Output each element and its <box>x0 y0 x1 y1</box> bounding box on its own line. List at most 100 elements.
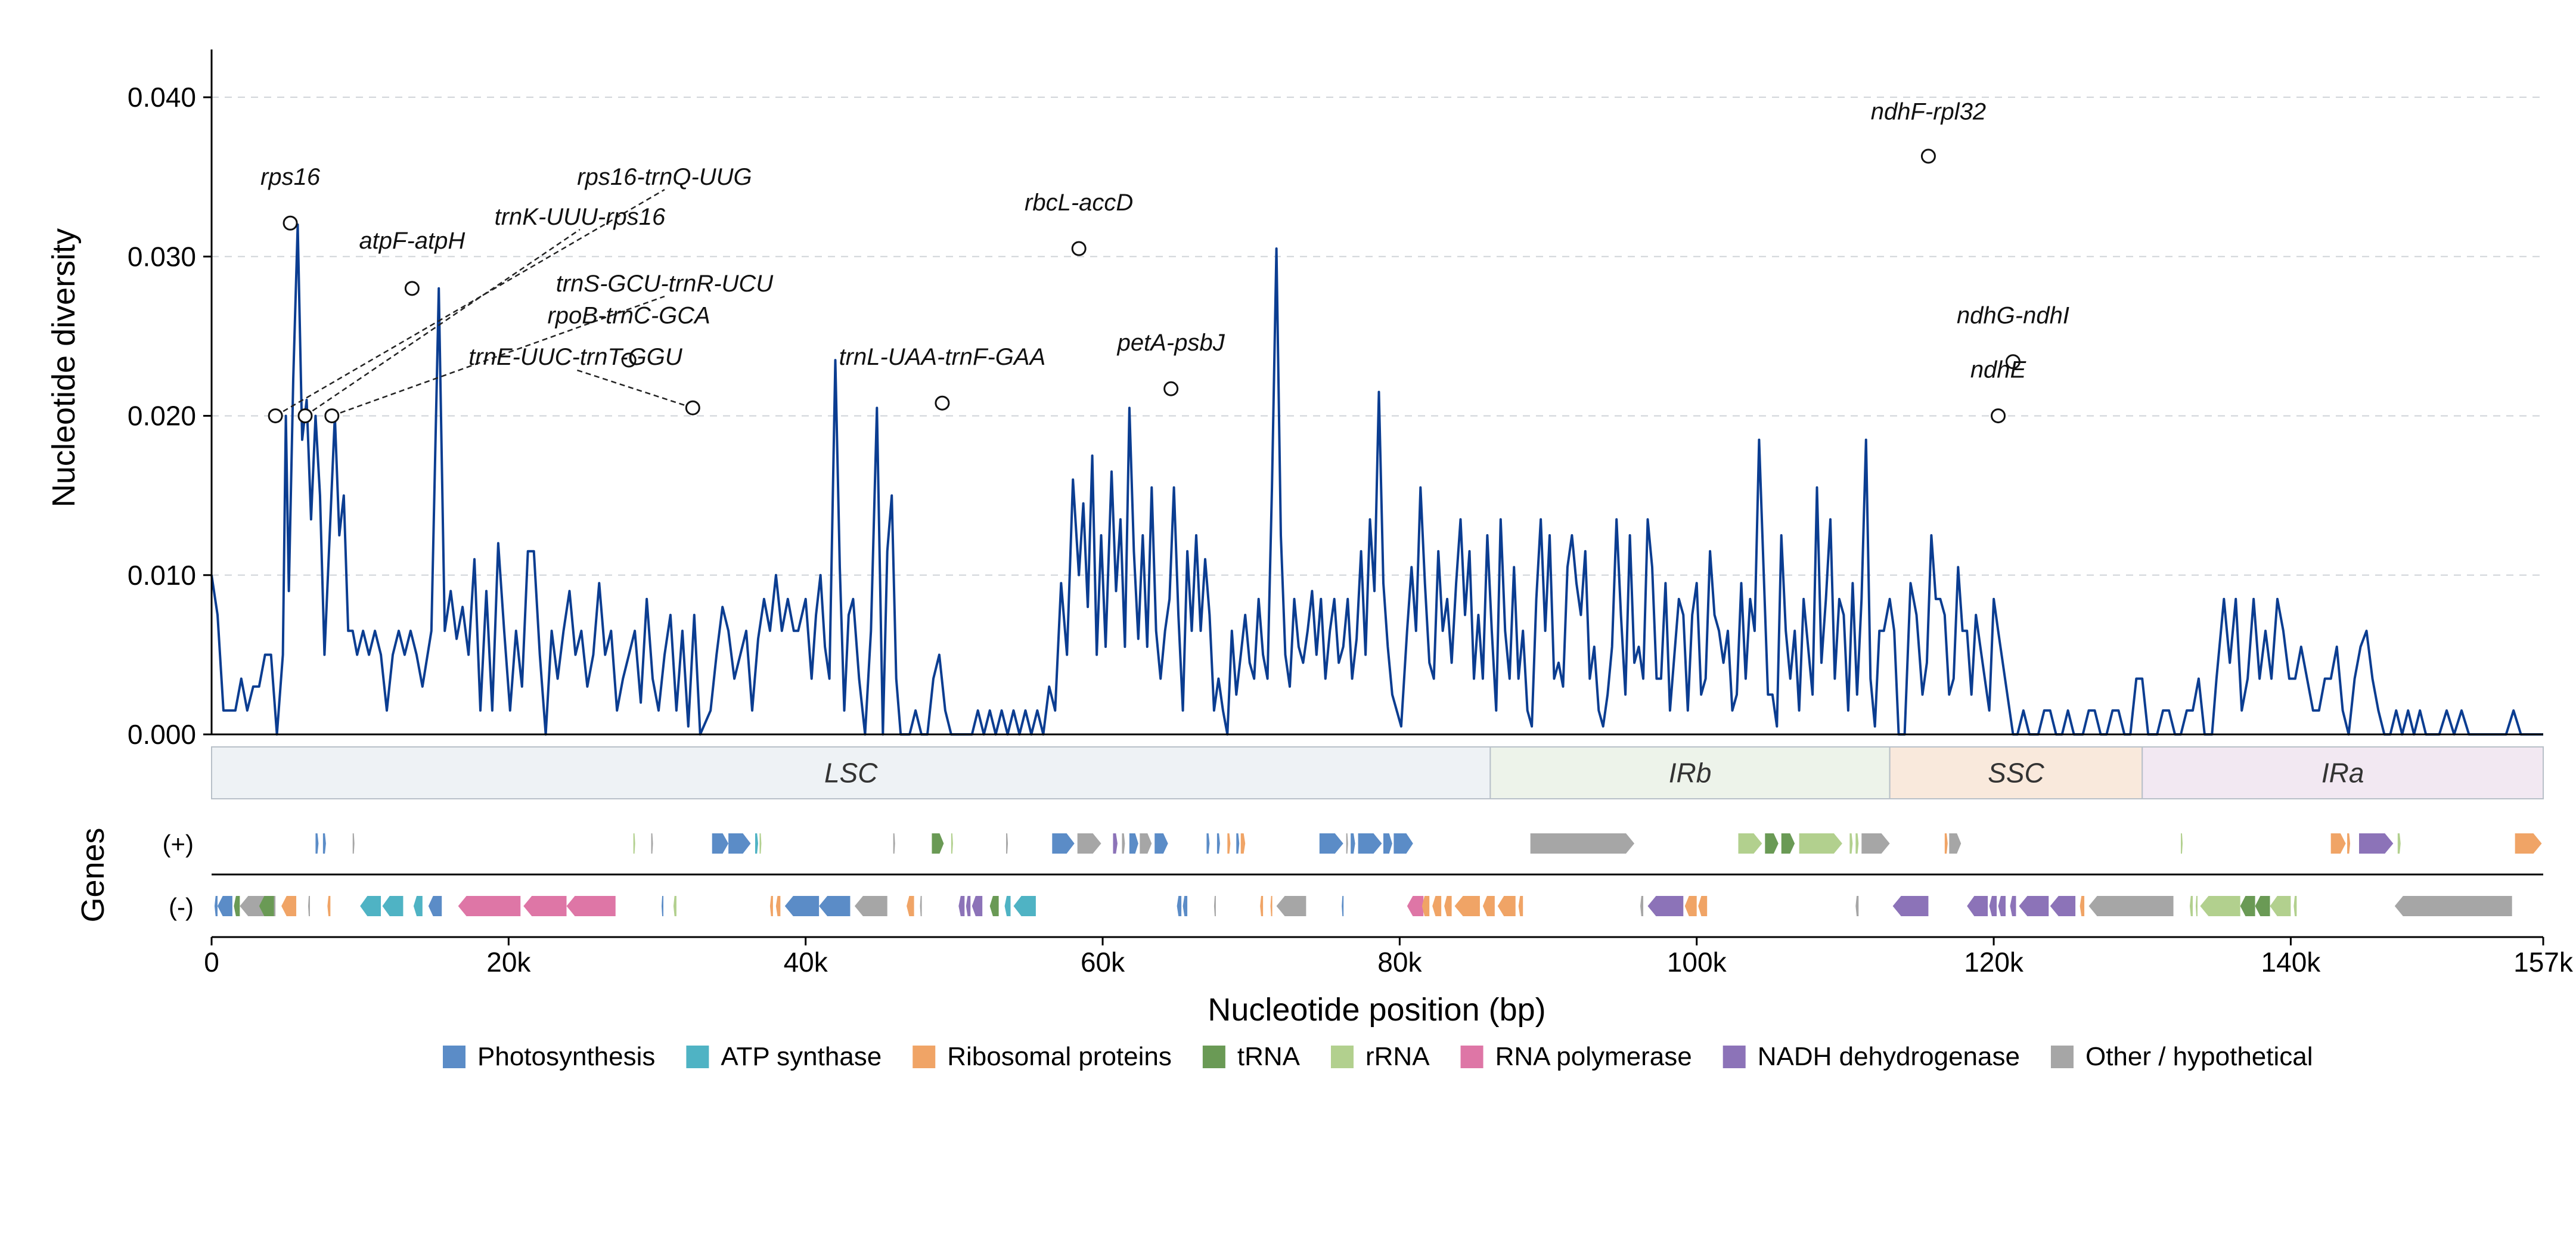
legend-swatch-5 <box>1460 1046 1483 1068</box>
plus-gene-5 <box>712 833 729 854</box>
region-box-IRb <box>1489 746 1891 799</box>
legend-swatch-2 <box>913 1046 936 1068</box>
minus-gene-4 <box>259 896 274 916</box>
region-label-LSC: LSC <box>824 758 878 789</box>
minus-gene-44 <box>1518 896 1523 916</box>
minus-gene-22 <box>907 896 914 916</box>
legend-label-1: ATP synthase <box>721 1042 882 1071</box>
minus-gene-29 <box>1013 896 1036 916</box>
minus-gene-17 <box>769 896 773 916</box>
minus-strand-label: (-) <box>169 893 194 921</box>
genome-region-band: LSC IRb SSC IRa <box>211 746 2544 799</box>
legend-label-2: Ribosomal proteins <box>947 1042 1172 1071</box>
plus-gene-45 <box>2397 833 2401 854</box>
plus-gene-30 <box>1393 833 1413 854</box>
plus-gene-3 <box>633 833 635 854</box>
plus-gene-37 <box>1855 833 1859 854</box>
minus-gene-58 <box>2088 896 2174 916</box>
peak-label-7: trnL-UAA-trnF-GAA <box>839 344 1046 370</box>
peak-marker-11 <box>2005 354 2021 370</box>
minus-gene-25 <box>966 896 971 916</box>
plus-gene-22 <box>1227 833 1231 854</box>
region-label-IRa: IRa <box>2321 758 2364 789</box>
minus-gene-51 <box>1967 896 1988 916</box>
minus-gene-41 <box>1454 896 1480 916</box>
minus-gene-64 <box>2270 896 2291 916</box>
minus-gene-11 <box>428 896 442 916</box>
plus-gene-44 <box>2359 833 2394 854</box>
minus-gene-60 <box>2195 896 2198 916</box>
peak-marker-3 <box>404 281 420 296</box>
peak-label-0: rps16 <box>260 164 321 190</box>
x-tick-label-2: 40k <box>784 947 828 978</box>
minus-gene-53 <box>1998 896 2006 916</box>
minus-gene-18 <box>775 896 781 916</box>
plus-gene-23 <box>1236 833 1240 854</box>
legend-swatch-4 <box>1331 1046 1354 1068</box>
minus-gene-62 <box>2240 896 2255 916</box>
plus-gene-21 <box>1216 833 1220 854</box>
plus-gene-32 <box>1738 833 1762 854</box>
x-tick-label-6: 120k <box>1964 947 2024 978</box>
peak-label-2: trnK-UUU-rps16 <box>495 204 666 230</box>
plus-gene-42 <box>2330 833 2346 854</box>
peak-leader-line-1 <box>275 189 665 417</box>
legend-swatch-3 <box>1202 1046 1225 1068</box>
plus-gene-14 <box>1077 833 1101 854</box>
minus-gene-15 <box>661 896 663 916</box>
minus-gene-13 <box>523 896 567 916</box>
minus-gene-43 <box>1497 896 1516 916</box>
plus-gene-24 <box>1240 833 1246 854</box>
minus-gene-5 <box>281 896 297 916</box>
peak-marker-10 <box>1920 148 1936 164</box>
minus-gene-50 <box>1892 896 1929 916</box>
peak-label-6: trnE-UUC-trnT-GGU <box>468 344 683 370</box>
plus-gene-1 <box>322 833 326 854</box>
peak-marker-1 <box>268 408 283 424</box>
minus-gene-38 <box>1422 896 1430 916</box>
minus-gene-45 <box>1640 896 1644 916</box>
minus-gene-46 <box>1647 896 1684 916</box>
minus-gene-34 <box>1270 896 1273 916</box>
x-tick-label-7: 140k <box>2261 947 2321 978</box>
peak-marker-5 <box>621 352 637 368</box>
plus-gene-0 <box>315 833 319 854</box>
peak-label-3: atpF-atpH <box>359 228 465 254</box>
plus-gene-38 <box>1861 833 1890 854</box>
minus-gene-36 <box>1342 896 1344 916</box>
plus-gene-28 <box>1358 833 1382 854</box>
x-tick-label-8: 157k <box>2513 947 2574 978</box>
minus-gene-27 <box>989 896 999 916</box>
plus-gene-43 <box>2347 833 2351 854</box>
plus-gene-39 <box>1944 833 1948 854</box>
plus-gene-19 <box>1154 833 1168 854</box>
plus-gene-11 <box>951 833 953 854</box>
minus-gene-48 <box>1698 896 1708 916</box>
minus-gene-23 <box>920 896 922 916</box>
y-tick-label-2: 0.020 <box>128 401 196 432</box>
minus-gene-14 <box>566 896 616 916</box>
minus-gene-40 <box>1444 896 1452 916</box>
minus-gene-12 <box>458 896 521 916</box>
legend-swatch-0 <box>443 1046 465 1068</box>
legend-swatch-7 <box>2050 1046 2074 1068</box>
gridlines <box>212 97 2543 576</box>
plus-gene-17 <box>1129 833 1138 854</box>
y-tick-label-4: 0.040 <box>128 82 196 113</box>
plus-gene-20 <box>1206 833 1210 854</box>
peak-label-12: ndhE <box>1970 356 2027 383</box>
plus-gene-4 <box>651 833 653 854</box>
x-tick-label-1: 20k <box>486 947 531 978</box>
minus-gene-1 <box>217 896 232 916</box>
minus-gene-9 <box>382 896 404 916</box>
plus-gene-35 <box>1799 833 1842 854</box>
minus-gene-42 <box>1482 896 1495 916</box>
x-tick-label-5: 100k <box>1667 947 1727 978</box>
minus-gene-52 <box>1989 896 1997 916</box>
peak-marker-4 <box>324 408 340 424</box>
minus-gene-66 <box>2394 896 2512 916</box>
plus-gene-12 <box>1006 833 1008 854</box>
peak-marker-8 <box>1071 241 1087 256</box>
plus-gene-8 <box>759 833 762 854</box>
